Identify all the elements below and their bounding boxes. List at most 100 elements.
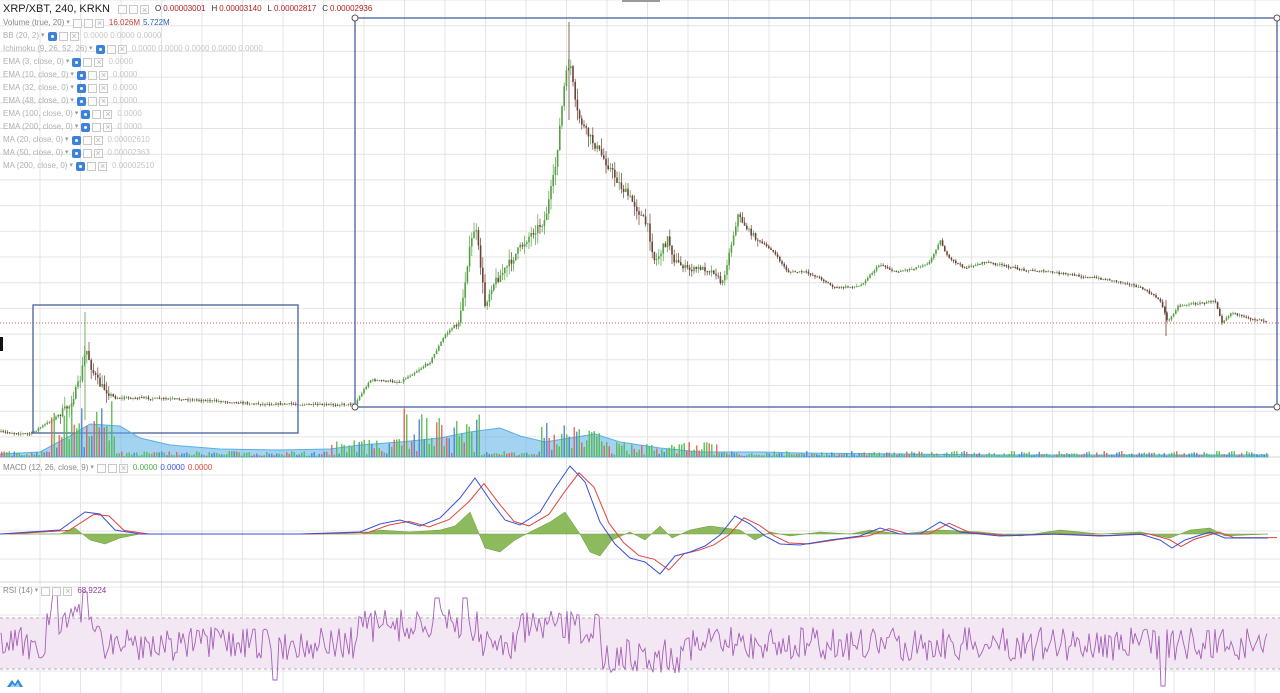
chevron-down-icon[interactable]: ▾ xyxy=(34,587,39,594)
settings-icon[interactable] xyxy=(92,109,102,119)
eye-icon[interactable] xyxy=(47,31,57,41)
candle-body xyxy=(748,228,750,230)
chevron-down-icon[interactable]: ▾ xyxy=(66,19,70,26)
chevron-down-icon[interactable]: ▾ xyxy=(89,45,93,52)
close-icon[interactable] xyxy=(94,17,104,29)
volume-bar xyxy=(883,453,885,457)
settings-icon[interactable] xyxy=(58,31,68,41)
chevron-down-icon[interactable]: ▾ xyxy=(74,123,79,130)
settings-icon[interactable] xyxy=(87,70,97,80)
candle-body xyxy=(757,239,759,241)
chevron-down-icon[interactable]: ▾ xyxy=(70,97,74,104)
eye-icon[interactable] xyxy=(76,96,86,106)
settings-icon[interactable] xyxy=(82,148,92,158)
eye-icon[interactable] xyxy=(81,109,91,119)
close-icon[interactable] xyxy=(98,95,108,107)
candle-body xyxy=(827,282,829,284)
eye-icon[interactable] xyxy=(41,586,51,596)
settings-icon[interactable] xyxy=(87,83,97,93)
indicator-legend-row[interactable]: EMA (100, close, 0)▾ 0.0000 xyxy=(3,108,142,120)
volume-bar xyxy=(786,451,788,457)
eye-icon[interactable] xyxy=(72,18,82,28)
candle-body xyxy=(1170,316,1173,320)
settings-icon[interactable] xyxy=(107,463,117,473)
indicator-legend-row[interactable]: EMA (200, close, 0)▾ 0.0000 xyxy=(3,121,142,133)
close-icon[interactable] xyxy=(117,43,127,55)
candle-body xyxy=(1181,305,1184,307)
close-icon[interactable] xyxy=(94,56,104,68)
volume-legend[interactable]: Volume (true, 20) ▾ 16.026M 5.722M xyxy=(3,17,170,29)
candle-body xyxy=(512,259,515,264)
volume-bar xyxy=(678,444,680,457)
volume-bar xyxy=(1011,451,1013,457)
header-close-icon[interactable] xyxy=(140,3,149,17)
candle-body xyxy=(1062,272,1065,274)
close-icon[interactable] xyxy=(98,69,108,81)
eye-icon[interactable] xyxy=(81,122,91,132)
indicator-values: 0.0000 xyxy=(112,83,138,92)
candle-body xyxy=(1183,305,1186,306)
volume-bar xyxy=(56,447,58,457)
rsi-legend[interactable]: RSI (14) ▾ 68.9224 xyxy=(3,585,106,597)
volume-bar xyxy=(878,452,880,457)
chevron-down-icon[interactable]: ▾ xyxy=(65,58,70,65)
indicator-legend-row[interactable]: EMA (48, close, 0)▾ 0.0000 xyxy=(3,95,137,107)
settings-icon[interactable] xyxy=(83,18,93,28)
eye-icon[interactable] xyxy=(71,148,81,158)
chevron-down-icon[interactable]: ▾ xyxy=(74,110,79,117)
chevron-down-icon[interactable]: ▾ xyxy=(65,136,69,143)
eye-icon[interactable] xyxy=(96,463,106,473)
close-icon[interactable] xyxy=(63,585,73,597)
close-icon[interactable] xyxy=(118,462,128,474)
close-icon[interactable] xyxy=(103,121,113,133)
eye-icon[interactable] xyxy=(76,161,85,171)
settings-icon[interactable] xyxy=(92,122,102,132)
indicator-legend-row[interactable]: Ichimoku (9, 26, 52, 26)▾ 0.0000 0.0000 0… xyxy=(3,43,263,55)
candle-body xyxy=(682,265,684,269)
settings-icon[interactable] xyxy=(87,161,96,171)
indicator-legend-row[interactable]: EMA (32, close, 0)▾ 0.0000 xyxy=(3,82,137,94)
chevron-down-icon[interactable]: ▾ xyxy=(70,71,74,78)
indicator-legend-row[interactable]: MA (20, close, 0)▾ 0.00002610 xyxy=(3,134,150,146)
eye-icon[interactable] xyxy=(72,57,82,67)
settings-icon[interactable] xyxy=(106,44,116,54)
indicator-legend-row[interactable]: EMA (3, close, 0)▾ 0.0000 xyxy=(3,56,133,68)
indicator-legend-row[interactable]: MA (50, close, 0)▾ 0.00002363 xyxy=(3,147,150,159)
chevron-down-icon[interactable]: ▾ xyxy=(65,149,69,156)
close-icon[interactable] xyxy=(69,30,79,42)
close-icon[interactable] xyxy=(93,147,103,159)
symbol-title[interactable]: XRP/XBT, 240, KRKN xyxy=(3,3,110,15)
settings-icon[interactable] xyxy=(52,586,62,596)
candle-body xyxy=(845,286,847,288)
header-eye-icon[interactable] xyxy=(118,4,127,14)
close-icon[interactable] xyxy=(93,134,103,146)
indicator-legend-row[interactable]: MA (200, close, 0)▾ 0.00002510 xyxy=(3,160,154,172)
chevron-down-icon[interactable]: ▾ xyxy=(69,162,73,169)
close-icon[interactable] xyxy=(103,108,113,120)
candle-body xyxy=(589,134,592,137)
settings-icon[interactable] xyxy=(87,96,97,106)
close-icon[interactable] xyxy=(98,82,108,94)
settings-icon[interactable] xyxy=(82,135,92,145)
header-settings-icon[interactable] xyxy=(129,4,138,14)
indicator-legend-row[interactable]: EMA (10, close, 0)▾ 0.0000 xyxy=(3,69,137,81)
eye-icon[interactable] xyxy=(71,135,81,145)
eye-icon[interactable] xyxy=(76,70,86,80)
chevron-down-icon[interactable]: ▾ xyxy=(70,84,74,91)
volume-bar xyxy=(53,412,55,457)
eye-icon[interactable] xyxy=(95,44,105,54)
volume-bar xyxy=(428,444,430,457)
candle-body xyxy=(963,267,966,269)
chevron-down-icon[interactable]: ▾ xyxy=(41,32,45,39)
volume-bar xyxy=(153,452,155,457)
macd-legend[interactable]: MACD (12, 26, close, 9) ▾ 0.0000 0.0000 … xyxy=(3,462,212,474)
eye-icon[interactable] xyxy=(76,83,86,93)
candle-body xyxy=(1230,313,1232,317)
indicator-legend-row[interactable]: BB (20, 2)▾ 0.0000 0.0000 0.0000 xyxy=(3,30,161,42)
settings-icon[interactable] xyxy=(83,57,93,67)
close-icon[interactable] xyxy=(98,160,107,172)
chevron-down-icon[interactable]: ▾ xyxy=(90,464,94,471)
candle-body xyxy=(1021,268,1023,270)
volume-bar xyxy=(211,453,213,457)
